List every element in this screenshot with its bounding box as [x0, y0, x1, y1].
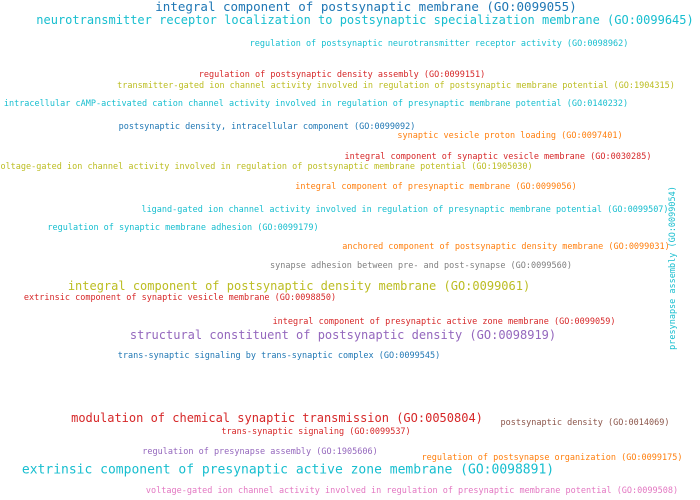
term-integral-component-of-postsynaptic-density-membrane: integral component of postsynaptic densi…: [67, 279, 531, 293]
term-synaptic-vesicle-proton-loading: synaptic vesicle proton loading (GO:0097…: [397, 130, 623, 141]
term-integral-component-of-postsynaptic-membrane: integral component of postsynaptic membr…: [155, 0, 577, 14]
term-transmitter-gated-ion-channel-activity: transmitter-gated ion channel activity i…: [117, 80, 675, 91]
term-voltage-gated-ion-channel-activity-postsynaptic: voltage-gated ion channel activity invol…: [0, 161, 533, 172]
term-regulation-of-synaptic-membrane-adhesion: regulation of synaptic membrane adhesion…: [47, 222, 319, 233]
term-anchored-component-of-postsynaptic-density-membrane: anchored component of postsynaptic densi…: [342, 241, 670, 252]
term-integral-component-of-presynaptic-active-zone-membrane: integral component of presynaptic active…: [272, 316, 616, 327]
term-postsynaptic-density-intracellular-component: postsynaptic density, intracellular comp…: [118, 121, 416, 132]
term-trans-synaptic-signaling-by-trans-synaptic-complex: trans-synaptic signaling by trans-synapt…: [117, 350, 441, 361]
term-intracellular-camp-activated-cation-channel-activity: intracellular cAMP-activated cation chan…: [3, 98, 629, 109]
term-extrinsic-component-of-presynaptic-active-zone-membrane: extrinsic component of presynaptic activ…: [21, 462, 555, 478]
term-regulation-of-postsynaptic-neurotransmitter-receptor-activity: regulation of postsynaptic neurotransmit…: [249, 38, 629, 49]
term-synapse-adhesion-between-pre-and-post-synapse: synapse adhesion between pre- and post-s…: [270, 260, 572, 271]
term-regulation-of-postsynaptic-density-assembly: regulation of postsynaptic density assem…: [198, 69, 486, 80]
term-extrinsic-component-of-synaptic-vesicle-membrane: extrinsic component of synaptic vesicle …: [23, 292, 337, 303]
term-presynapse-assembly: presynapse assembly (GO:0099054): [667, 186, 678, 350]
term-integral-component-of-presynaptic-membrane: integral component of presynaptic membra…: [295, 181, 577, 192]
term-regulation-of-postsynapse-organization: regulation of postsynapse organization (…: [421, 452, 683, 463]
term-neurotransmitter-receptor-localization: neurotransmitter receptor localization t…: [36, 13, 694, 27]
term-integral-component-of-synaptic-vesicle-membrane: integral component of synaptic vesicle m…: [344, 151, 652, 162]
term-postsynaptic-density: postsynaptic density (GO:0014069): [500, 417, 670, 428]
term-voltage-gated-ion-channel-activity-presynaptic: voltage-gated ion channel activity invol…: [145, 485, 679, 496]
term-regulation-of-presynapse-assembly: regulation of presynapse assembly (GO:19…: [142, 446, 378, 457]
term-structural-constituent-of-postsynaptic-density: structural constituent of postsynaptic d…: [129, 328, 557, 342]
term-ligand-gated-ion-channel-activity-presynaptic: ligand-gated ion channel activity involv…: [141, 204, 669, 215]
term-trans-synaptic-signaling: trans-synaptic signaling (GO:0099537): [221, 426, 411, 437]
term-modulation-of-chemical-synaptic-transmission: modulation of chemical synaptic transmis…: [71, 411, 483, 425]
